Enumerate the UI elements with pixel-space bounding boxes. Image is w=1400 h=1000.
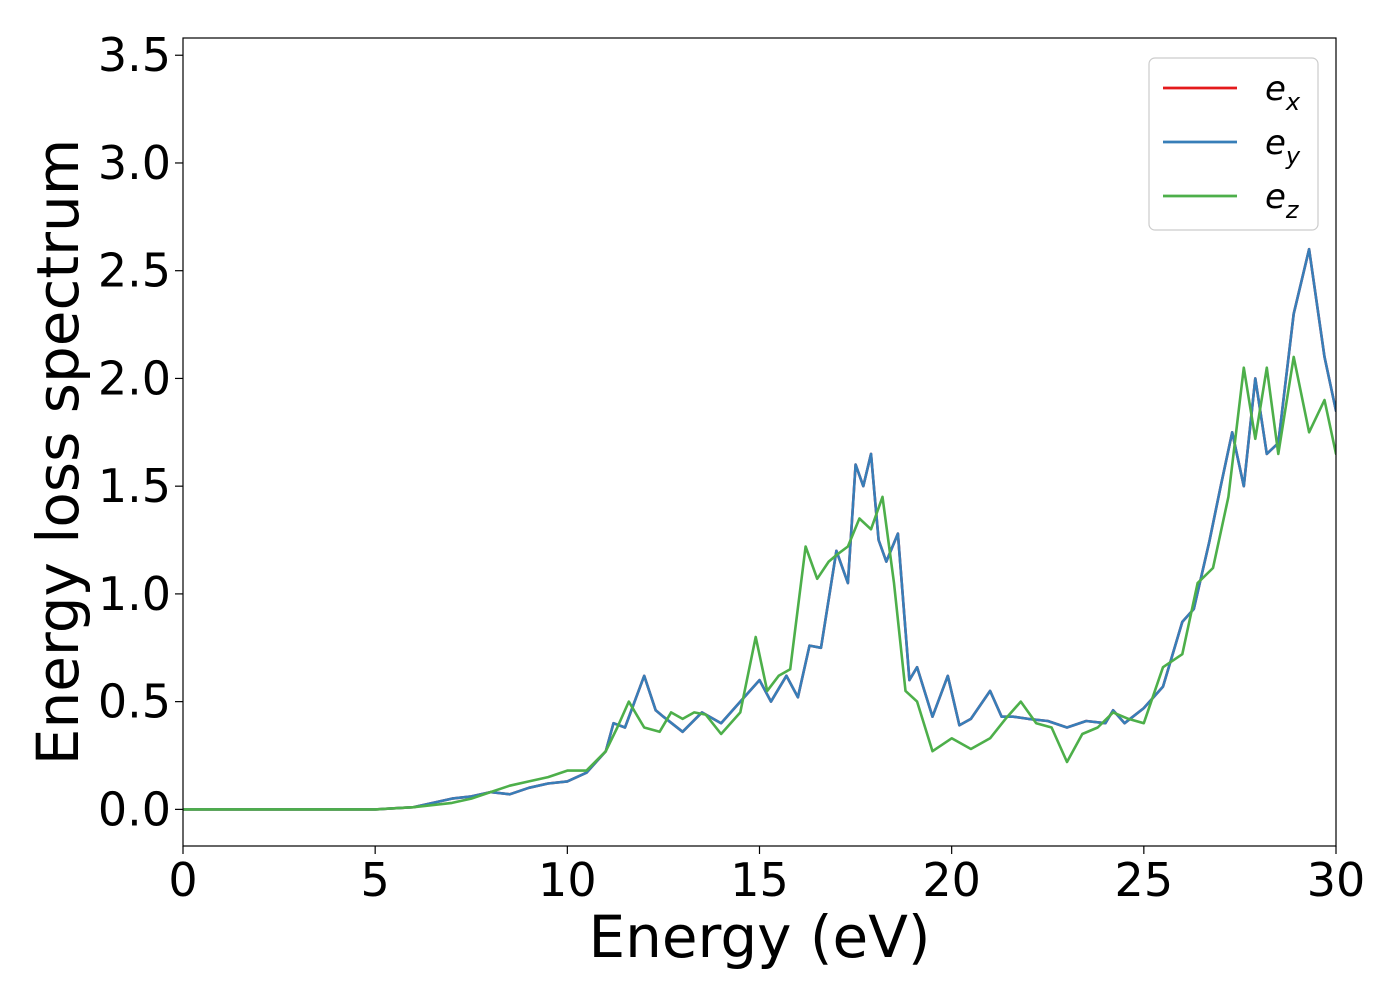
legend-label-subscript: x bbox=[1285, 88, 1301, 116]
x-tick-label: 5 bbox=[361, 853, 390, 907]
x-tick-label: 15 bbox=[730, 853, 789, 907]
x-tick-label: 20 bbox=[922, 853, 981, 907]
y-tick-label: 0.5 bbox=[98, 675, 171, 729]
x-tick-label: 25 bbox=[1115, 853, 1174, 907]
legend-label-ez: ez bbox=[1265, 177, 1300, 224]
series-layer bbox=[183, 247, 1336, 811]
y-axis-label: Energy loss spectrum bbox=[24, 139, 92, 765]
legend-label-main: e bbox=[1265, 69, 1286, 109]
y-tick-label: 1.0 bbox=[98, 567, 171, 621]
legend-label-ex: ex bbox=[1265, 69, 1301, 116]
legend-label-main: e bbox=[1265, 177, 1286, 217]
x-axis: 0 5 10 15 20 25 30 bbox=[168, 846, 1365, 907]
legend-label-ey: ey bbox=[1265, 123, 1301, 170]
legend-label-subscript: y bbox=[1285, 142, 1301, 170]
legend-box bbox=[1148, 57, 1319, 231]
y-tick-label: 3.5 bbox=[98, 28, 171, 82]
y-tick-label: 3.0 bbox=[98, 136, 171, 190]
series-line-ey bbox=[183, 247, 1336, 811]
x-tick-label: 10 bbox=[538, 853, 597, 907]
x-tick-label: 30 bbox=[1307, 853, 1366, 907]
y-tick-label: 0.0 bbox=[98, 782, 171, 836]
y-tick-label: 2.5 bbox=[98, 244, 171, 298]
series-line-ez bbox=[183, 355, 1336, 811]
legend-label-main: e bbox=[1265, 123, 1286, 163]
y-tick-label: 2.0 bbox=[98, 351, 171, 405]
x-tick-label: 0 bbox=[168, 853, 197, 907]
x-axis-label: Energy (eV) bbox=[588, 903, 930, 971]
series-line-ex bbox=[183, 247, 1336, 811]
y-tick-label: 1.5 bbox=[98, 459, 171, 513]
y-axis: 0.0 0.5 1.0 1.5 2.0 2.5 3.0 3.5 bbox=[98, 28, 183, 836]
legend-label-subscript: z bbox=[1285, 196, 1300, 224]
